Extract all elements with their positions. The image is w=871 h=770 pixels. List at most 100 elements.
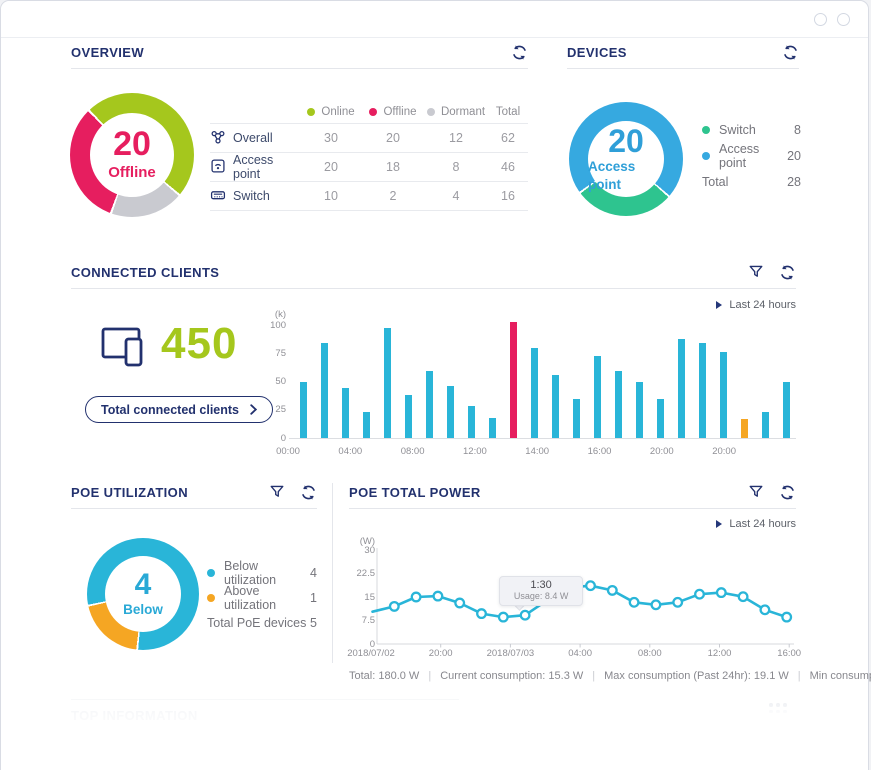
table-column-label: Online — [321, 105, 355, 118]
table-column-label: Total — [495, 105, 521, 118]
bar — [572, 398, 580, 438]
data-point-marker — [737, 591, 749, 603]
stats-divider: | — [797, 670, 801, 682]
data-point-marker — [759, 604, 771, 616]
x-tick-label: 00:00 — [276, 446, 300, 457]
stats-divider: | — [592, 670, 596, 682]
overall-icon — [210, 129, 226, 148]
refresh-button[interactable] — [778, 483, 796, 501]
table-cell-value: 20 — [386, 131, 400, 145]
x-tick-label: 04:00 — [338, 446, 363, 457]
total-connected-clients-button[interactable]: Total connected clients — [85, 396, 273, 423]
x-tick-label: 08:00 — [400, 446, 425, 457]
legend-value: 1 — [310, 590, 317, 605]
caret-right-icon — [716, 301, 723, 309]
data-point-marker — [410, 591, 422, 603]
legend-label: Access point — [719, 142, 760, 170]
devices-donut-label: Access point — [588, 159, 636, 192]
more-options-icon[interactable] — [769, 703, 787, 713]
overview-section-header: OVERVIEW — [71, 43, 528, 69]
table-column-header: Dormant — [424, 106, 488, 118]
data-point-marker — [781, 611, 793, 623]
legend-dot-icon — [307, 107, 316, 116]
refresh-icon — [780, 264, 794, 280]
table-column-label: Dormant — [440, 105, 486, 118]
table-row-label: Access point — [210, 153, 300, 181]
y-tick-label: 0 — [369, 638, 375, 650]
table-cell-value: 12 — [449, 131, 463, 145]
devices-donut-value: 20 — [608, 122, 644, 159]
bar — [614, 371, 622, 438]
legend-item: Total 28 — [702, 169, 801, 195]
time-range-selector[interactable]: Last 24 hours — [601, 518, 796, 530]
legend-item: Access point 20 — [702, 142, 801, 170]
window-control-icon[interactable] — [814, 13, 827, 26]
x-axis-line — [289, 438, 796, 439]
table-row-label: Overall — [210, 129, 300, 148]
total-clients-value: 450 — [161, 319, 238, 368]
filter-icon — [270, 485, 284, 497]
table-column-header: Offline — [362, 106, 424, 118]
bar — [698, 343, 706, 438]
x-tick-label: 12:00 — [463, 446, 487, 457]
legend-dot-icon — [426, 107, 435, 116]
legend-item: Below utilization 4 — [207, 559, 317, 587]
bar — [404, 395, 412, 438]
data-point-marker — [628, 596, 640, 608]
table-row-label-text: Switch — [233, 189, 270, 203]
y-tick-label: 50 — [275, 376, 286, 387]
table-header-row: Online Offline Dormant Total — [210, 100, 528, 124]
data-point-marker — [694, 588, 705, 600]
total-connected-clients-button-label: Total connected clients — [101, 402, 239, 417]
bar — [740, 418, 748, 438]
bar — [320, 343, 328, 438]
legend-item: Switch 8 — [702, 117, 801, 143]
stat-item: Min consumption (Past 24hr): 1.3 W — [809, 670, 871, 682]
table-cell-value: 20 — [324, 160, 338, 174]
poe-utilization-title: POE UTILIZATION — [71, 484, 188, 500]
poe-total-power-title: POE TOTAL POWER — [349, 484, 481, 500]
window-titlebar — [1, 1, 868, 38]
time-range-label: Last 24 hours — [729, 299, 796, 311]
poe-donut-value: 4 — [134, 568, 152, 602]
bar — [425, 371, 433, 438]
legend-value: 28 — [787, 175, 801, 189]
legend-item: Total PoE devices 5 — [207, 610, 317, 635]
bar — [677, 338, 685, 438]
window-control-icon[interactable] — [837, 13, 850, 26]
y-tick-label: 15 — [364, 591, 375, 603]
filter-button[interactable] — [747, 263, 765, 281]
chart-tooltip: 1:30 Usage: 8.4 W — [499, 576, 584, 607]
access-point-icon — [211, 158, 225, 173]
table-column-header: Online — [300, 106, 362, 118]
x-tick-label: 16:00 — [587, 446, 612, 457]
legend-dot-icon — [207, 593, 215, 602]
refresh-button[interactable] — [299, 483, 317, 501]
refresh-button[interactable] — [510, 43, 528, 61]
legend-value: 8 — [794, 123, 801, 137]
data-point-marker — [715, 587, 727, 599]
refresh-button[interactable] — [781, 43, 799, 61]
data-point-marker — [432, 590, 444, 602]
bar — [299, 381, 307, 438]
y-tick-label: 30 — [364, 544, 375, 556]
stats-divider: | — [428, 670, 432, 682]
table-cell-value: 16 — [501, 189, 515, 203]
table-cell-value: 46 — [501, 160, 515, 174]
devices-title: DEVICES — [567, 44, 627, 60]
bar — [383, 328, 391, 438]
filter-button[interactable] — [268, 483, 286, 501]
legend-dot-icon — [207, 568, 215, 577]
bar — [362, 412, 370, 438]
refresh-icon — [780, 484, 794, 500]
time-range-selector[interactable]: Last 24 hours — [601, 299, 796, 311]
data-point-marker — [388, 600, 400, 612]
refresh-button[interactable] — [778, 263, 796, 281]
y-axis-unit: (W) — [359, 536, 375, 547]
legend-label: Total — [702, 175, 729, 189]
filter-button[interactable] — [747, 483, 765, 501]
poe-utilization-section-header: POE UTILIZATION — [71, 483, 317, 509]
bar — [635, 381, 643, 438]
overview-status-table: Online Offline Dormant Total Overall 30 20 12 62… — [210, 100, 528, 211]
